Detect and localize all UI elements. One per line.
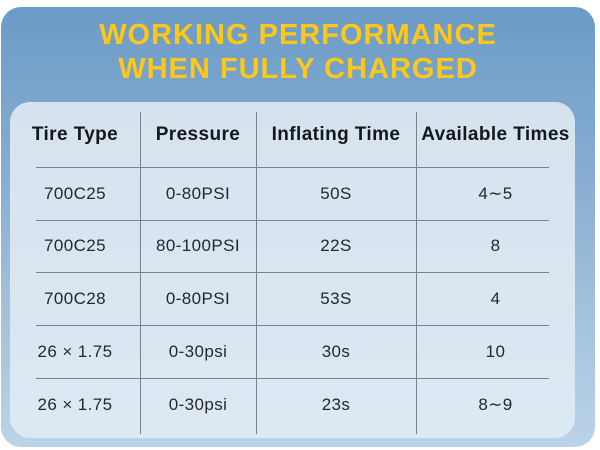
row-divider — [36, 272, 549, 273]
title-line-1: WORKING PERFORMANCE — [99, 19, 497, 51]
table-cell: 0-30psi — [168, 394, 228, 414]
table-cell: 80-100PSI — [156, 236, 240, 255]
title-line-2: WHEN FULLY CHARGED — [118, 53, 478, 85]
column-header-pressure: Pressure — [155, 123, 241, 145]
table-cell: 700C25 — [44, 236, 106, 255]
table-cell: 26 × 1.75 — [37, 394, 113, 414]
table-cell: 0-80PSI — [165, 288, 231, 308]
table-cell: 30s — [321, 341, 351, 361]
row-divider — [36, 220, 549, 221]
table-cell: 50S — [320, 183, 352, 203]
table-cell: 23s — [321, 394, 351, 414]
row-divider — [36, 167, 549, 168]
performance-table-card: Tire Type Pressure Inflating Time Availa… — [10, 102, 575, 438]
column-header-inflating-time: Inflating Time — [271, 123, 401, 145]
table-cell: 8∼9 — [478, 394, 513, 414]
column-divider — [416, 112, 417, 434]
column-header-available-times: Available Times — [421, 123, 570, 145]
table-cell: 4 — [490, 288, 501, 308]
column-header-tire-type: Tire Type — [31, 123, 119, 145]
table-cell: 0-30psi — [168, 341, 228, 361]
table-cell: 4∼5 — [478, 183, 513, 203]
table-cell: 700C28 — [44, 288, 106, 308]
row-divider — [36, 325, 549, 326]
column-divider — [256, 112, 257, 434]
table-cell: 26 × 1.75 — [37, 341, 113, 361]
table-cell: 22S — [320, 236, 352, 255]
blue-panel: WORKING PERFORMANCE WHEN FULLY CHARGED T… — [1, 7, 595, 447]
table-cell: 8 — [490, 236, 501, 255]
table-cell: 10 — [485, 341, 506, 361]
row-divider — [36, 378, 549, 379]
performance-table: Tire Type Pressure Inflating Time Availa… — [10, 102, 575, 438]
page-title: WORKING PERFORMANCE WHEN FULLY CHARGED — [1, 18, 595, 86]
column-divider — [140, 112, 141, 434]
table-cell: 53S — [320, 288, 352, 308]
table-cell: 700C25 — [44, 183, 106, 203]
table-cell: 0-80PSI — [165, 183, 231, 203]
